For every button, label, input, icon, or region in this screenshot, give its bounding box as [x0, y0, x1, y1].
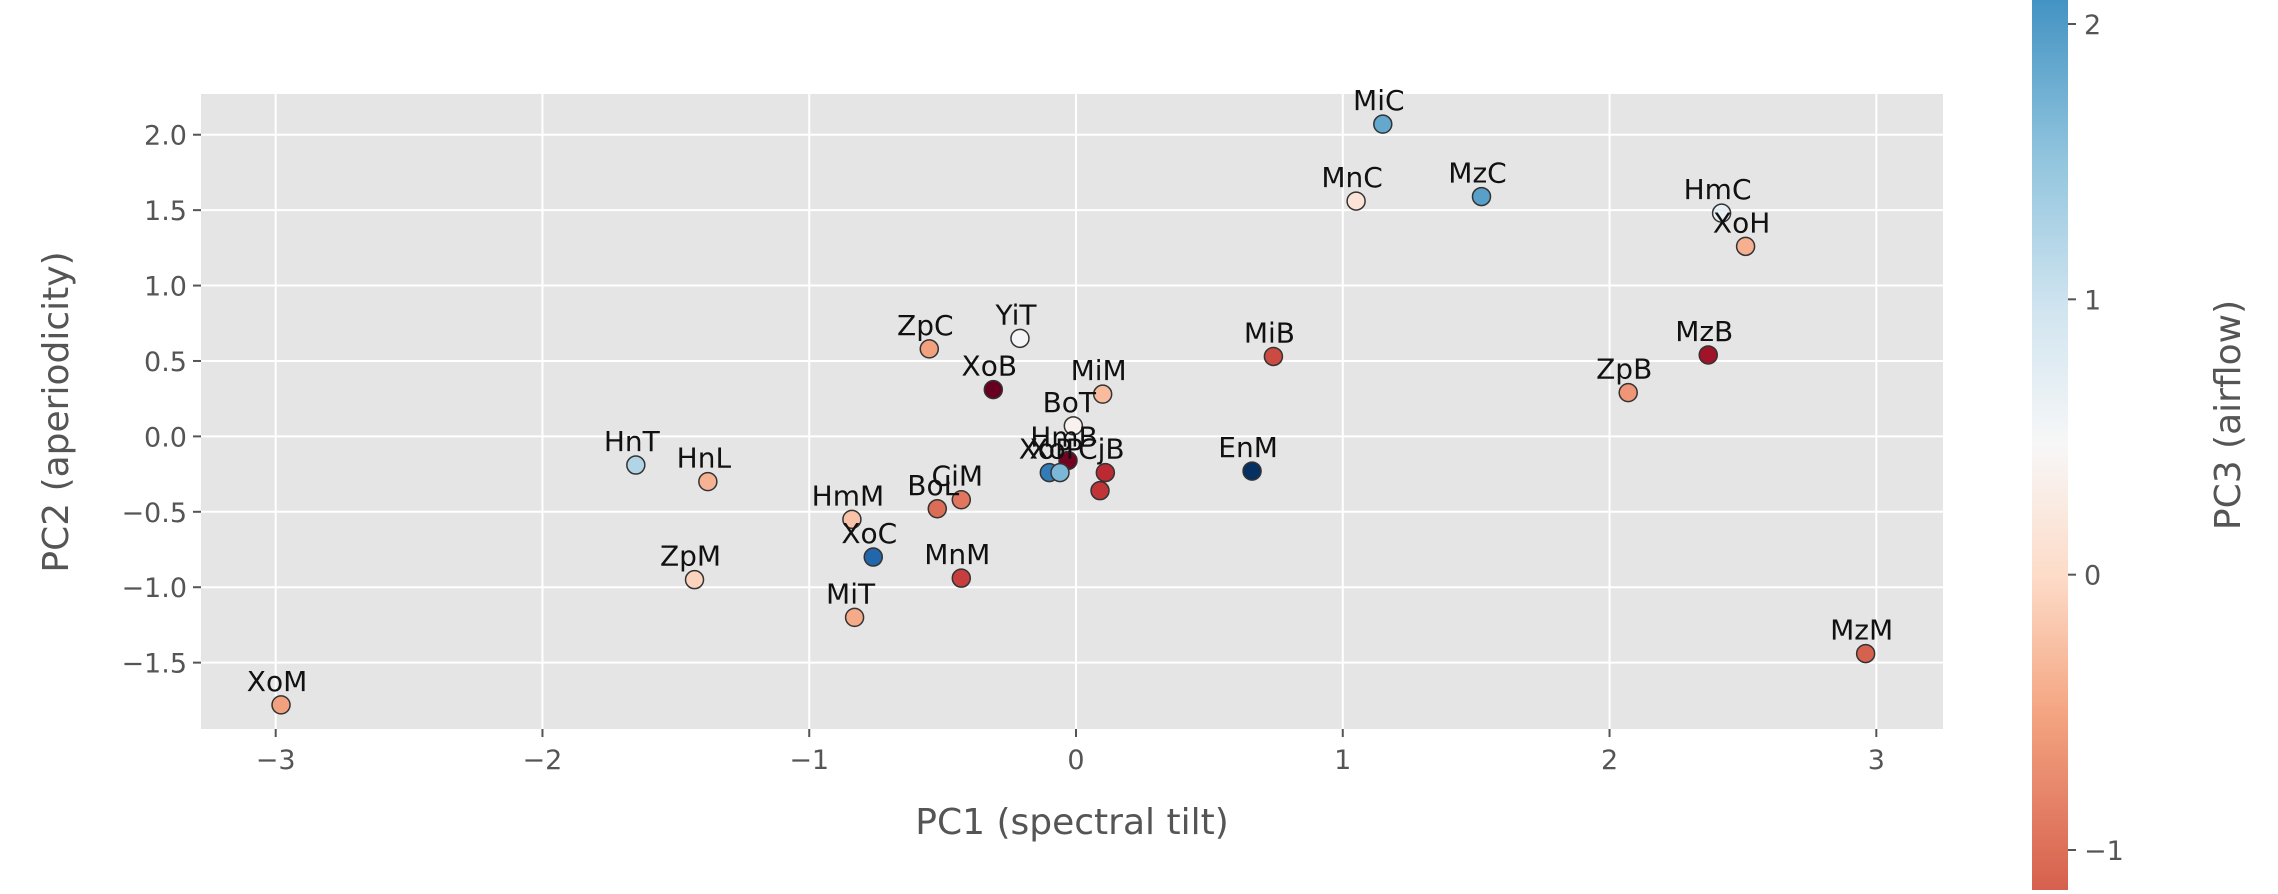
data-point — [1090, 480, 1110, 501]
plot-background — [201, 94, 1943, 729]
data-point — [1735, 236, 1756, 257]
point-label: MzM — [1830, 614, 1893, 647]
y-tick-label: 1.0 — [144, 272, 187, 303]
colorbar-tick-label: 2 — [2084, 10, 2101, 41]
colorbar-tick-label: 1 — [2084, 285, 2101, 316]
y-tick-label: −0.5 — [121, 498, 187, 529]
point-label: CjB — [1078, 433, 1125, 466]
x-tick-label: 2 — [1601, 745, 1618, 776]
point-label: XoH — [1713, 206, 1770, 239]
point-label: ZpB — [1596, 353, 1652, 386]
point-label: XoP — [1029, 433, 1082, 466]
point-label: MzC — [1448, 157, 1506, 190]
data-point — [951, 568, 972, 588]
data-point — [1855, 643, 1876, 664]
x-axis-label: PC1 (spectral tilt) — [915, 802, 1229, 843]
data-point — [1698, 345, 1718, 365]
point-label: BoL — [907, 469, 959, 502]
point-label: XoC — [841, 517, 897, 550]
point-label: ZpM — [660, 540, 721, 573]
data-point — [927, 499, 948, 519]
data-point — [698, 471, 718, 492]
y-tick-label: 0.0 — [144, 422, 187, 453]
colorbar-tick-label: −1 — [2084, 836, 2124, 867]
y-axis-label: PC2 (aperiodicity) — [36, 251, 77, 572]
point-label: EnM — [1218, 431, 1278, 464]
point-label: HnL — [677, 442, 732, 475]
data-point — [1618, 382, 1638, 403]
data-point — [684, 569, 705, 590]
point-label: MiT — [826, 577, 876, 610]
point-label: HmB — [1030, 421, 1098, 454]
data-point — [1346, 191, 1366, 211]
point-label: MiB — [1244, 316, 1295, 349]
data-point — [1242, 461, 1262, 481]
axis-ticks: −3 −2 −1 0 1 2 3 −1.5 −1.0 −0.5 0.0 0.5 1.0 1.5 2.0 — [121, 121, 1884, 776]
y-tick-label: −1.5 — [121, 649, 187, 680]
data-point — [844, 607, 865, 628]
y-tick-label: 0.5 — [144, 347, 187, 378]
data-point — [1373, 114, 1393, 134]
data-point — [1063, 416, 1084, 436]
data-point — [863, 547, 884, 567]
data-point — [983, 379, 1004, 400]
y-tick-label: −1.0 — [121, 573, 187, 604]
data-point — [1711, 203, 1732, 223]
data-point — [919, 339, 940, 359]
data-point — [271, 695, 291, 715]
data-point — [1095, 462, 1116, 483]
point-label: HmM — [812, 479, 885, 512]
point-label: HnT — [604, 425, 661, 458]
x-tick-label: 1 — [1334, 745, 1351, 776]
data-points — [271, 114, 1876, 715]
data-point — [1050, 462, 1070, 483]
point-label: MiC — [1353, 84, 1405, 117]
x-tick-label: 0 — [1067, 745, 1084, 776]
point-label: MnC — [1321, 161, 1382, 194]
x-tick-label: −3 — [256, 745, 296, 776]
data-point — [1010, 328, 1030, 349]
x-tick-label: −1 — [789, 745, 829, 776]
point-label: XoM — [247, 665, 307, 698]
point-label: BoT — [1043, 386, 1097, 419]
y-tick-label: 2.0 — [144, 121, 187, 152]
y-tick-label: 1.5 — [144, 196, 187, 227]
colorbar-tick-label: 0 — [2084, 561, 2101, 592]
data-point — [1263, 346, 1284, 367]
data-point — [1092, 384, 1113, 404]
point-label: HmC — [1684, 173, 1752, 206]
point-label: MnM — [924, 538, 990, 571]
x-tick-label: 3 — [1868, 745, 1885, 776]
point-label: YiT — [994, 298, 1037, 331]
point-label: CiM — [932, 460, 984, 493]
point-label: MzB — [1675, 315, 1733, 348]
grid-lines — [201, 94, 1943, 729]
data-point — [626, 455, 646, 475]
x-tick-label: −2 — [523, 745, 563, 776]
data-point — [842, 509, 862, 530]
colorbar — [2032, 0, 2068, 890]
point-label: ZpC — [897, 309, 954, 342]
point-label: XoP — [1019, 433, 1072, 466]
point-label: MiM — [1071, 354, 1127, 387]
data-point — [1471, 186, 1492, 207]
point-label: XoB — [962, 350, 1018, 383]
data-point — [951, 489, 972, 510]
colorbar-label: PC3 (airflow) — [2208, 300, 2249, 530]
colorbar-ticks: −1 0 1 2 — [2068, 10, 2124, 867]
